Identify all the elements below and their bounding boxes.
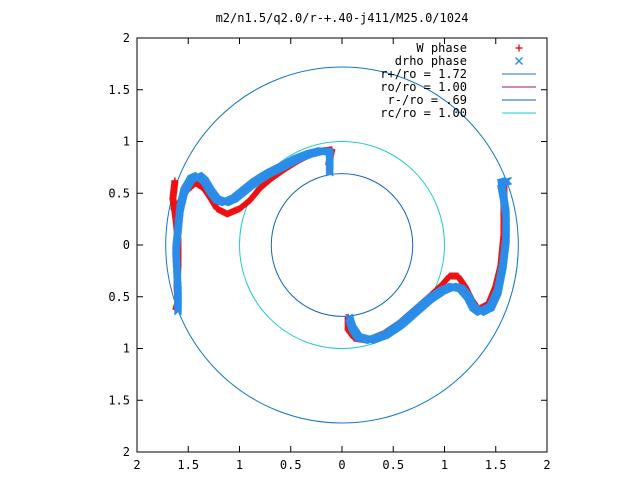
legend-label: r-/ro = .69 bbox=[388, 93, 467, 107]
w-phase-series bbox=[169, 146, 508, 344]
legend-label: W phase bbox=[416, 41, 467, 55]
x-tick-label: 2 bbox=[133, 458, 140, 472]
y-tick-label: 2 bbox=[123, 445, 130, 459]
x-tick-label: 1 bbox=[236, 458, 243, 472]
axis-ticks: 2 1.5 1 0.5 0 0.5 1 1.5 221.510.500.511.52 bbox=[108, 31, 550, 472]
x-tick-label: 1 bbox=[441, 458, 448, 472]
plot-frame bbox=[136, 37, 548, 453]
drho-phase-series bbox=[171, 146, 513, 345]
legend-label: ro/ro = 1.00 bbox=[380, 80, 467, 94]
data-series bbox=[169, 146, 513, 345]
x-tick-label: 0 bbox=[338, 458, 345, 472]
x-tick-label: 1.5 bbox=[177, 458, 199, 472]
circle-r bbox=[270, 173, 414, 317]
drho-phase-point bbox=[325, 167, 334, 176]
y-tick-label: 1 bbox=[123, 342, 130, 356]
x-tick-label: 0.5 bbox=[280, 458, 302, 472]
y-tick-label: 1 bbox=[123, 135, 130, 149]
drho-phase-point bbox=[325, 165, 334, 174]
y-tick-label: 0.5 bbox=[108, 186, 130, 200]
y-tick-label: 0.5 bbox=[108, 290, 130, 304]
drho-phase-point bbox=[325, 166, 334, 175]
x-tick-label: 1.5 bbox=[485, 458, 507, 472]
legend-label: rc/ro = 1.00 bbox=[380, 106, 467, 120]
chart-title: m2/n1.5/q2.0/r-+.40-j411/M25.0/1024 bbox=[216, 11, 469, 25]
drho-phase-point bbox=[504, 176, 513, 185]
circle-rc bbox=[239, 141, 445, 349]
y-tick-label: 1.5 bbox=[108, 393, 130, 407]
x-tick-label: 0.5 bbox=[382, 458, 404, 472]
y-tick-label: 2 bbox=[123, 31, 130, 45]
y-tick-label: 0 bbox=[123, 238, 130, 252]
legend-label: r+/ro = 1.72 bbox=[380, 67, 467, 81]
y-tick-label: 1.5 bbox=[108, 83, 130, 97]
drho-phase-point bbox=[515, 57, 523, 65]
reference-circles bbox=[165, 66, 519, 424]
x-tick-label: 2 bbox=[543, 458, 550, 472]
drho-phase-point bbox=[325, 168, 334, 177]
circle-r bbox=[165, 66, 519, 424]
legend-label: drho phase bbox=[395, 54, 467, 68]
